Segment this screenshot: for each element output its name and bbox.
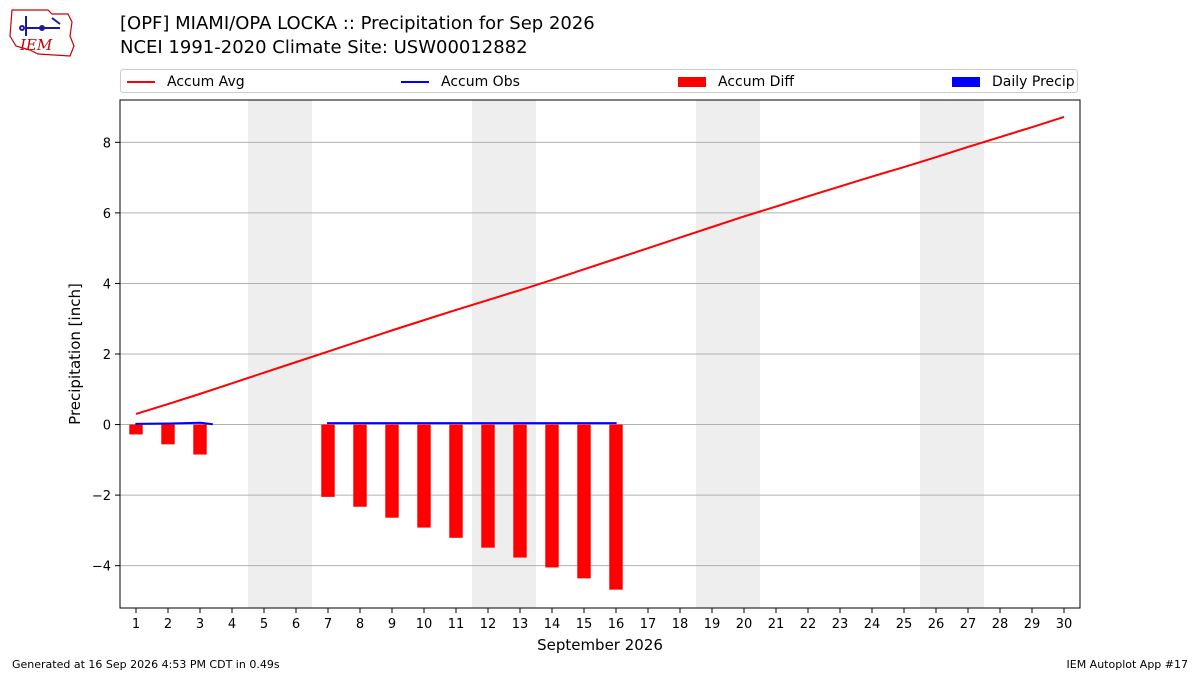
x-tick-label: 23 bbox=[832, 617, 849, 632]
accum-obs-line bbox=[135, 421, 213, 426]
x-tick-label: 26 bbox=[928, 617, 945, 632]
x-tick-label: 24 bbox=[864, 617, 881, 632]
gridlines bbox=[120, 141, 1080, 567]
x-tick-label: 18 bbox=[672, 617, 689, 632]
x-tick-label: 17 bbox=[640, 617, 657, 632]
x-axis-label: September 2026 bbox=[537, 636, 663, 654]
y-tick-label: 2 bbox=[103, 348, 111, 363]
logo-text: IEM bbox=[19, 36, 53, 54]
y-tick-label: 6 bbox=[103, 207, 111, 222]
x-tick-label: 13 bbox=[512, 617, 529, 632]
accum-diff-bar bbox=[161, 424, 175, 445]
x-tick-label: 21 bbox=[768, 617, 785, 632]
chart-subtitle: NCEI 1991-2020 Climate Site: USW00012882 bbox=[120, 37, 528, 58]
legend: Accum Avg Accum Obs Accum Diff Daily Pre… bbox=[120, 69, 1078, 93]
generated-timestamp: Generated at 16 Sep 2026 4:53 PM CDT in … bbox=[12, 658, 280, 671]
legend-swatch-daily-precip bbox=[952, 77, 980, 87]
y-axis-ticks: −4 −2 0 2 4 6 8 bbox=[92, 136, 120, 575]
accum-diff-bar bbox=[417, 424, 431, 528]
accum-avg-line bbox=[135, 115, 1065, 415]
x-tick-label: 4 bbox=[228, 617, 236, 632]
legend-swatch-accum-diff bbox=[678, 77, 706, 87]
x-tick-label: 20 bbox=[736, 617, 753, 632]
x-tick-label: 8 bbox=[356, 617, 364, 632]
x-tick-label: 19 bbox=[704, 617, 721, 632]
x-tick-label: 25 bbox=[896, 617, 913, 632]
x-tick-label: 29 bbox=[1024, 617, 1041, 632]
x-tick-label: 3 bbox=[196, 617, 204, 632]
y-tick-label: 4 bbox=[103, 277, 111, 292]
x-tick-label: 5 bbox=[260, 617, 268, 632]
accum-diff-bar bbox=[193, 424, 207, 455]
y-tick-label: −4 bbox=[92, 560, 111, 575]
accum-diff-bar bbox=[321, 424, 335, 497]
legend-label-accum-diff: Accum Diff bbox=[718, 74, 795, 90]
x-tick-label: 1 bbox=[132, 617, 140, 632]
accum-diff-bar bbox=[129, 424, 143, 435]
legend-item-daily-precip: Daily Precip bbox=[952, 70, 1075, 94]
legend-item-accum-obs: Accum Obs bbox=[401, 70, 520, 94]
accum-diff-bar bbox=[353, 424, 367, 507]
x-tick-label: 14 bbox=[544, 617, 561, 632]
x-tick-label: 2 bbox=[164, 617, 172, 632]
accum-diff-bar bbox=[513, 424, 527, 558]
x-tick-label: 30 bbox=[1056, 617, 1073, 632]
accum-diff-bars bbox=[129, 424, 623, 590]
x-tick-label: 16 bbox=[608, 617, 625, 632]
legend-swatch-accum-avg bbox=[127, 81, 155, 83]
legend-label-accum-obs: Accum Obs bbox=[441, 74, 520, 90]
accum-diff-bar bbox=[545, 424, 559, 568]
legend-label-accum-avg: Accum Avg bbox=[167, 74, 245, 90]
legend-swatch-accum-obs bbox=[401, 81, 429, 83]
x-tick-label: 12 bbox=[480, 617, 497, 632]
legend-label-daily-precip: Daily Precip bbox=[992, 74, 1075, 90]
accum-diff-bar bbox=[385, 424, 399, 518]
x-tick-label: 11 bbox=[448, 617, 465, 632]
y-tick-label: 8 bbox=[103, 136, 111, 151]
legend-item-accum-avg: Accum Avg bbox=[127, 70, 245, 94]
x-tick-label: 22 bbox=[800, 617, 817, 632]
y-tick-label: −2 bbox=[92, 489, 111, 504]
y-tick-label: 0 bbox=[103, 419, 111, 434]
accum-diff-bar bbox=[609, 424, 623, 590]
weather-station-icon bbox=[19, 16, 61, 36]
legend-item-accum-diff: Accum Diff bbox=[678, 70, 794, 94]
x-tick-label: 27 bbox=[960, 617, 977, 632]
x-tick-label: 15 bbox=[576, 617, 593, 632]
series-lines bbox=[135, 115, 1065, 426]
x-tick-label: 10 bbox=[416, 617, 433, 632]
x-tick-label: 7 bbox=[324, 617, 332, 632]
x-tick-label: 6 bbox=[292, 617, 300, 632]
app-credit: IEM Autoplot App #17 bbox=[1066, 658, 1189, 671]
accum-diff-bar bbox=[449, 424, 463, 538]
iem-logo: IEM bbox=[9, 9, 75, 57]
x-axis-ticks: 1 2 3 4 5 6 7 8 9 10 11 12 13 14 15 16 17 18 19 20 21 22 23 24 2… bbox=[132, 608, 1072, 632]
y-axis-label: Precipitation [inch] bbox=[66, 283, 84, 425]
chart-title: [OPF] MIAMI/OPA LOCKA :: Precipitation f… bbox=[120, 13, 595, 34]
x-tick-label: 28 bbox=[992, 617, 1009, 632]
accum-diff-bar bbox=[577, 424, 591, 579]
x-tick-label: 9 bbox=[388, 617, 396, 632]
accum-diff-bar bbox=[481, 424, 495, 548]
